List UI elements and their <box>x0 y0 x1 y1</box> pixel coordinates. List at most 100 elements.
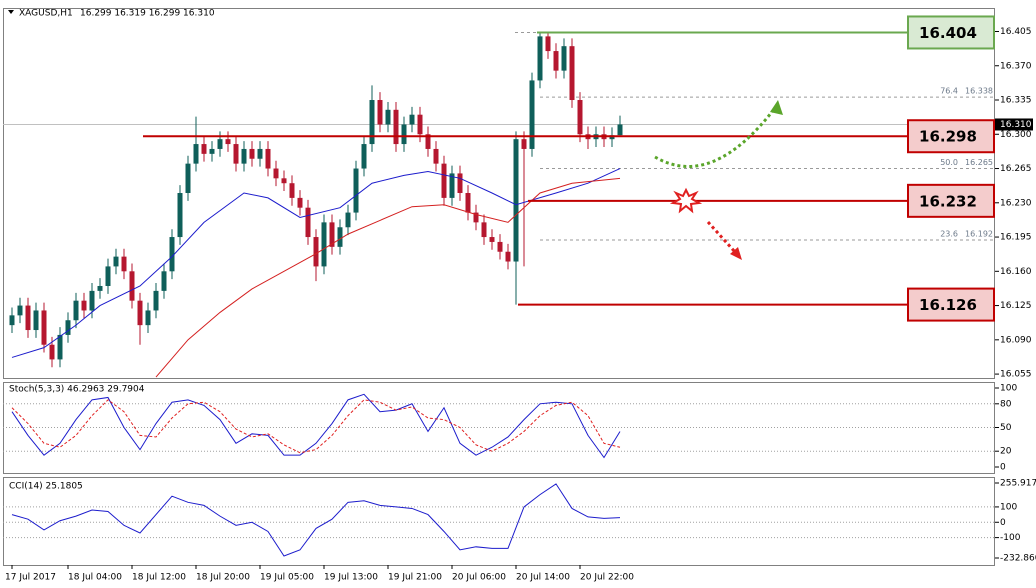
candle-body <box>145 310 151 326</box>
y-tick-label: 16.265 <box>1000 164 1032 174</box>
candle-body <box>161 271 167 291</box>
candle-body <box>273 168 279 179</box>
candle-body <box>193 144 199 164</box>
candle-body <box>153 290 159 311</box>
candle-body <box>409 114 415 125</box>
candle-body <box>129 271 135 301</box>
candle-body <box>25 305 31 331</box>
candle-body <box>81 300 87 311</box>
level-label: 16.298 <box>919 128 977 146</box>
y-tick-label: -100 <box>1000 533 1021 543</box>
candle-body <box>345 212 351 228</box>
candle-body <box>361 144 367 169</box>
candle-body <box>401 124 407 145</box>
candle-body <box>209 148 215 154</box>
candle-body <box>497 241 503 252</box>
candle-body <box>201 144 207 154</box>
stoch-title: Stoch(5,3,3) 46.2963 29.7904 <box>9 385 145 395</box>
down-arrow <box>706 220 737 254</box>
candle-body <box>425 134 431 149</box>
candle-body <box>49 344 55 360</box>
down-arrow-head <box>730 247 742 260</box>
candle-body <box>89 290 95 311</box>
y-tick-label: 255.9173 <box>1000 478 1036 488</box>
x-tick-label: 20 Jul 06:00 <box>452 573 506 583</box>
y-tick-label: 16.335 <box>1000 96 1032 106</box>
level-label: 16.404 <box>919 24 977 42</box>
y-tick-label: 100 <box>1000 502 1017 512</box>
candle-body <box>105 266 111 286</box>
candle-body <box>369 100 375 145</box>
indicator-line <box>11 483 621 557</box>
candle-body <box>505 251 511 262</box>
candle-body <box>137 300 143 326</box>
candle-body <box>305 207 311 238</box>
candle-body <box>545 36 551 52</box>
candle-body <box>169 237 175 272</box>
candle-body <box>449 173 455 198</box>
candle-body <box>377 100 383 125</box>
up-arrow-head <box>770 100 783 115</box>
up-arrow <box>654 107 777 168</box>
candle-body <box>97 285 103 291</box>
x-tick-label: 18 Jul 04:00 <box>68 573 122 583</box>
level-label: 16.232 <box>919 192 977 210</box>
fib-price: 16.192 <box>965 229 993 238</box>
y-tick-label: 100 <box>1000 384 1017 394</box>
candle-body <box>249 148 255 159</box>
y-tick-label: 16.405 <box>1000 27 1032 37</box>
candle-body <box>473 212 479 223</box>
candle-body <box>65 320 71 335</box>
menu-caret <box>8 10 14 14</box>
candle-body <box>73 300 79 321</box>
main-panel <box>3 8 995 379</box>
candle-body <box>297 197 303 208</box>
candle-body <box>537 36 543 81</box>
y-tick-label: 16.230 <box>1000 198 1032 208</box>
y-tick-label: 50 <box>1000 423 1012 433</box>
candle-body <box>577 100 583 135</box>
candle-body <box>321 222 327 267</box>
level-box <box>907 183 995 218</box>
candle-body <box>569 46 575 101</box>
x-tick-label: 18 Jul 12:00 <box>132 573 186 583</box>
candle-body <box>393 109 399 145</box>
candle-body <box>41 310 47 345</box>
y-tick-label: 16.370 <box>1000 61 1032 71</box>
candle-body <box>57 334 63 360</box>
candle-body <box>385 109 391 125</box>
x-tick-label: 20 Jul 22:00 <box>580 573 634 583</box>
level-box <box>907 119 995 154</box>
y-tick-label: 16.160 <box>1000 267 1032 277</box>
candle-body <box>121 256 127 272</box>
x-tick-label: 18 Jul 20:00 <box>196 573 250 583</box>
current-price-tag <box>995 118 1033 131</box>
x-tick-label: 17 Jul 2017 <box>5 573 56 583</box>
candle-body <box>417 114 423 135</box>
x-tick-label: 19 Jul 21:00 <box>388 573 442 583</box>
candle-body <box>289 183 295 198</box>
y-tick-label: 16.055 <box>1000 370 1032 380</box>
moving-average <box>11 168 621 358</box>
indicator-line <box>11 393 621 459</box>
candle-body <box>553 51 559 71</box>
candle-body <box>257 148 263 159</box>
level-box <box>907 287 995 322</box>
level-label: 16.126 <box>919 296 977 314</box>
y-tick-label: 0 <box>1000 518 1006 528</box>
cci-panel <box>3 477 995 566</box>
y-tick-label: 80 <box>1000 399 1012 409</box>
fib-level: 50.0 <box>940 158 958 167</box>
candle-body <box>233 144 239 164</box>
candle-body <box>337 227 343 247</box>
y-tick-label: -232.860 <box>1000 553 1036 563</box>
candle-body <box>441 163 447 198</box>
y-tick-label: 0 <box>1000 462 1006 472</box>
candle-body <box>113 256 119 267</box>
x-tick-label: 19 Jul 13:00 <box>324 573 378 583</box>
candle-body <box>281 178 287 184</box>
candle-body <box>617 124 623 136</box>
moving-average <box>155 177 621 378</box>
y-tick-label: 16.125 <box>1000 301 1032 311</box>
